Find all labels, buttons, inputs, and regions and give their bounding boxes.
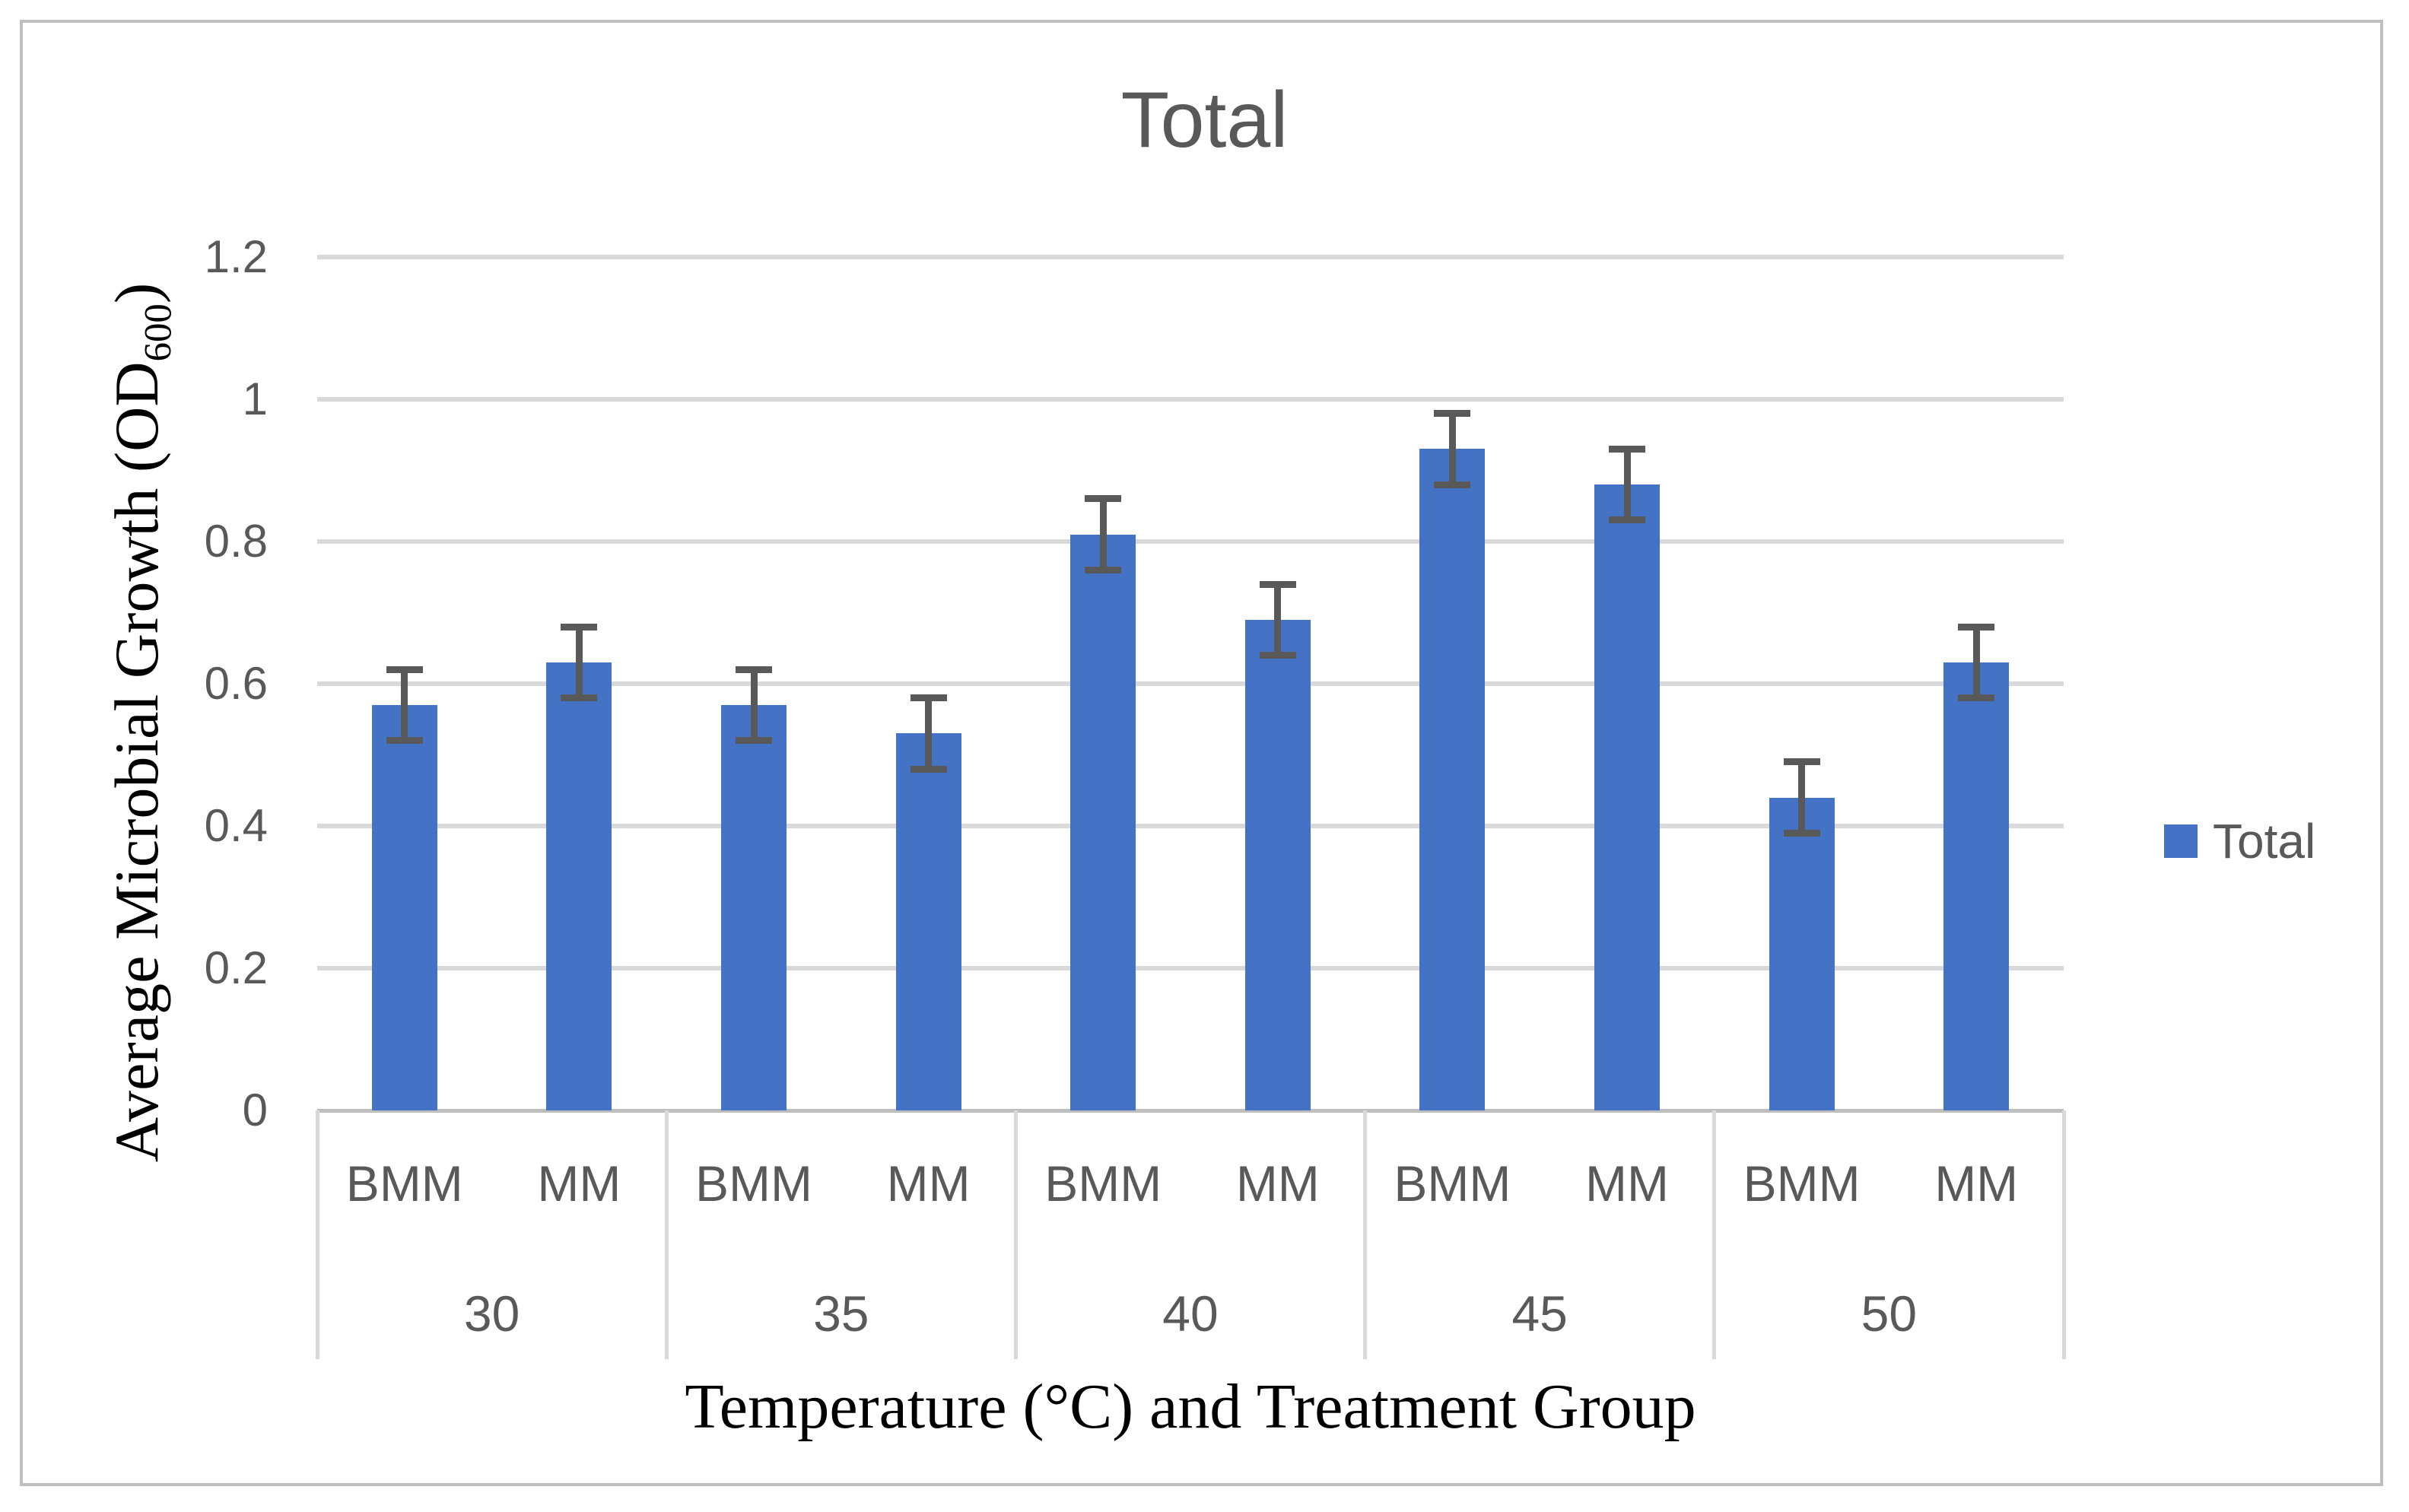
x-axis-label-treatment: BMM: [345, 1155, 463, 1212]
y-gridline: [317, 255, 2064, 259]
error-bar-vertical: [401, 669, 408, 741]
error-bar-cap-top: [1958, 623, 1995, 631]
error-bar-cap-bottom: [1783, 829, 1820, 837]
error-bar-cap-top: [1085, 495, 1122, 503]
error-bar-cap-bottom: [561, 694, 598, 702]
y-axis-title-text: Average Microbial Growth (OD: [102, 361, 171, 1163]
error-bar-cap-top: [736, 665, 772, 673]
y-axis-tick-label: 0.6: [204, 658, 268, 709]
y-axis-tick-label: 0.2: [204, 942, 268, 993]
legend-label: Total: [2213, 814, 2316, 869]
y-axis-tick-label: 0.8: [204, 516, 268, 567]
error-bar-cap-top: [386, 665, 423, 673]
x-axis-label-treatment: MM: [886, 1155, 971, 1212]
legend: Total: [2164, 817, 2315, 866]
x-axis-label-treatment: BMM: [1743, 1155, 1861, 1212]
x-axis-label-treatment: MM: [1235, 1155, 1320, 1212]
error-bar-vertical: [1448, 413, 1456, 485]
error-bar-cap-top: [1609, 445, 1645, 453]
bar-mm-35: [895, 733, 961, 1110]
x-axis-label-treatment: BMM: [695, 1155, 812, 1212]
bar-mm-40: [1244, 619, 1311, 1110]
category-divider: [1712, 1110, 1717, 1359]
y-gridline: [317, 681, 2064, 686]
x-axis-label-treatment: BMM: [1394, 1155, 1511, 1212]
y-axis-title-subscript: 600: [136, 303, 180, 362]
x-axis-label-temperature: 40: [1162, 1285, 1219, 1342]
bar-bmm-35: [721, 705, 787, 1110]
error-bar-vertical: [1274, 584, 1282, 656]
error-bar-cap-bottom: [386, 737, 423, 745]
error-bar-vertical: [925, 697, 933, 770]
error-bar-cap-bottom: [1434, 481, 1471, 488]
error-bar-cap-top: [1259, 580, 1296, 588]
error-bar-vertical: [1623, 449, 1631, 520]
category-divider: [664, 1110, 669, 1359]
bar-bmm-30: [371, 705, 437, 1110]
category-divider: [2061, 1110, 2066, 1359]
chart-title: Total: [1120, 76, 1289, 164]
y-gridline: [317, 966, 2064, 970]
error-bar-cap-top: [1783, 758, 1820, 766]
y-gridline: [317, 397, 2064, 402]
error-bar-cap-top: [561, 623, 598, 631]
bar-bmm-50: [1769, 797, 1835, 1110]
x-axis-label-treatment: BMM: [1044, 1155, 1162, 1212]
error-bar-vertical: [1099, 498, 1107, 570]
bar-mm-50: [1943, 662, 2010, 1110]
x-axis-label-treatment: MM: [1934, 1155, 2019, 1212]
error-bar-vertical: [1798, 761, 1806, 834]
bar-mm-30: [546, 662, 612, 1110]
x-axis-label-temperature: 30: [463, 1285, 520, 1342]
error-bar-vertical: [575, 627, 583, 698]
error-bar-cap-bottom: [736, 737, 772, 745]
y-axis-tick-label: 0.4: [204, 800, 268, 851]
legend-swatch-icon: [2164, 824, 2198, 858]
x-axis-label-temperature: 50: [1861, 1285, 1918, 1342]
error-bar-cap-top: [910, 694, 947, 702]
error-bar-cap-bottom: [910, 765, 947, 773]
x-axis-title: Temperature (°C) and Treatment Group: [685, 1371, 1696, 1442]
error-bar-cap-top: [1434, 410, 1471, 418]
x-axis-label-treatment: MM: [1585, 1155, 1669, 1212]
y-axis-tick-label: 0: [242, 1085, 268, 1136]
y-gridline: [317, 824, 2064, 828]
error-bar-vertical: [1972, 627, 1980, 698]
error-bar-cap-bottom: [1085, 566, 1122, 573]
bar-mm-45: [1594, 484, 1660, 1110]
error-bar-cap-bottom: [1259, 652, 1296, 659]
y-axis-tick-label: 1: [242, 373, 268, 424]
y-axis-title-suffix: ): [102, 282, 171, 304]
figure-border: [20, 20, 2383, 1486]
category-divider: [315, 1110, 319, 1359]
y-gridline: [317, 539, 2064, 544]
y-axis-tick-label: 1.2: [204, 231, 268, 282]
bar-bmm-45: [1419, 449, 1486, 1110]
error-bar-cap-bottom: [1958, 694, 1995, 702]
x-axis-line: [317, 1109, 2064, 1113]
error-bar-cap-bottom: [1609, 516, 1645, 524]
x-axis-label-temperature: 35: [813, 1285, 869, 1342]
x-axis-label-temperature: 45: [1511, 1285, 1568, 1342]
error-bar-vertical: [750, 669, 758, 741]
bar-bmm-40: [1070, 534, 1136, 1110]
x-axis-label-treatment: MM: [537, 1155, 621, 1212]
category-divider: [1013, 1110, 1018, 1359]
category-divider: [1363, 1110, 1368, 1359]
